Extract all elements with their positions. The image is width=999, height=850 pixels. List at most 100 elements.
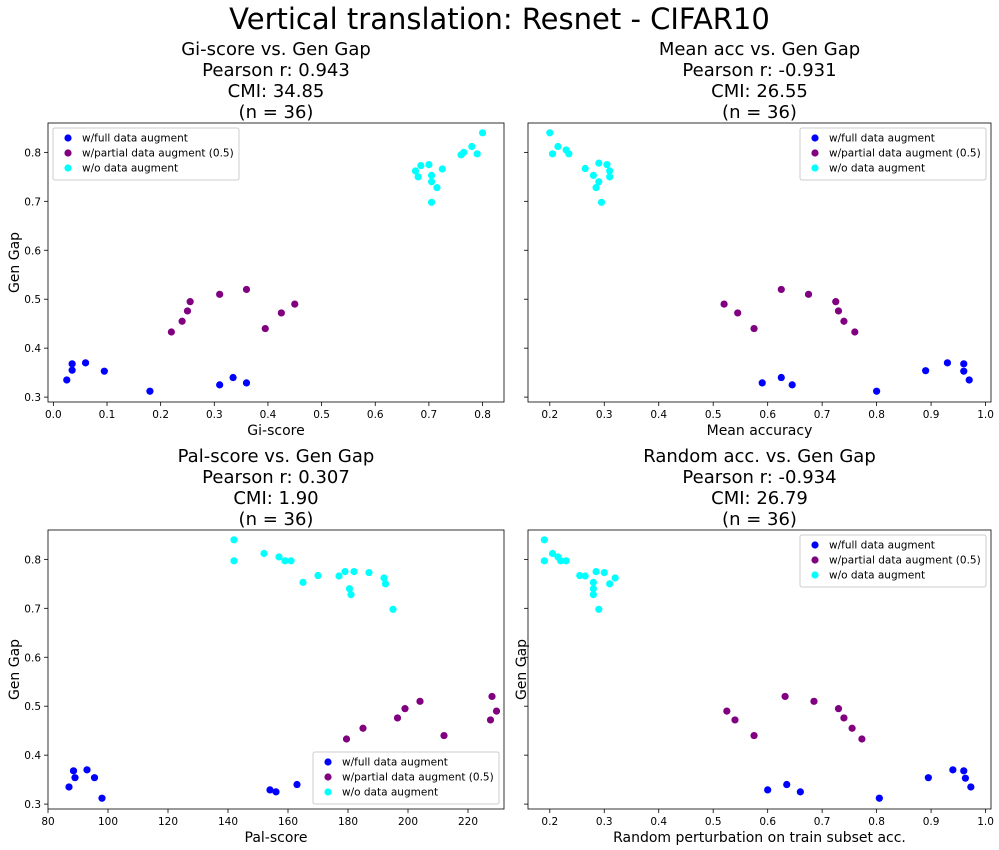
chart-2-point-series-3	[606, 167, 614, 175]
x-tick-label: 0.2	[152, 409, 169, 421]
y-tick-label: 0.5	[24, 294, 41, 306]
y-tick-label: 0.8	[24, 147, 41, 159]
y-tick-label: 0.4	[24, 343, 41, 355]
legend-label: w/o data augment	[82, 163, 178, 175]
chart-2-point-series-3	[595, 178, 603, 186]
chart-1-point-series-1	[68, 366, 76, 374]
chart-4-title-line: CMI: 26.79	[711, 488, 808, 509]
chart-4-point-series-3	[562, 557, 570, 565]
chart-1-point-series-2	[167, 328, 175, 336]
chart-1-point-series-3	[427, 198, 436, 206]
chart-3-point-series-3	[341, 568, 349, 576]
chart-4-point-series-2	[781, 692, 789, 701]
chart-3-point-series-1	[272, 788, 280, 796]
chart-4-point-series-1	[949, 766, 957, 774]
chart-4-point-series-3	[589, 591, 597, 599]
chart-1-point-series-3	[433, 184, 441, 192]
chart-4-point-series-3	[595, 605, 603, 613]
chart-2-point-series-1	[873, 387, 881, 395]
x-tick-label: 0.4	[650, 409, 667, 421]
chart-2-point-series-3	[592, 184, 600, 192]
legend-marker	[811, 556, 819, 564]
chart-1-point-series-3	[478, 129, 487, 137]
chart-1-point-series-3	[468, 142, 476, 151]
chart-3-point-series-3	[380, 574, 388, 582]
chart-4-point-series-2	[723, 707, 731, 715]
chart-4-point-series-2	[840, 714, 848, 722]
chart-3-point-series-3	[230, 536, 238, 544]
chart-3-xlabel: Pal-score	[245, 830, 308, 846]
chart-4-point-series-2	[848, 724, 856, 732]
chart-3-point-series-1	[98, 794, 106, 802]
chart-4-point-series-3	[557, 557, 565, 565]
chart-1-title-line: CMI: 34.85	[228, 81, 325, 102]
chart-4-point-series-3	[600, 568, 608, 577]
x-tick-label: 200	[398, 816, 418, 828]
chart-3-point-series-2	[440, 731, 448, 740]
x-tick-label: 0.2	[541, 409, 558, 421]
chart-1-point-series-1	[63, 376, 71, 384]
legend-label: w/o data augment	[829, 163, 925, 175]
chart-1-point-series-2	[216, 290, 224, 298]
chart-3-title-line: Pearson r: 0.307	[202, 467, 350, 488]
chart-3-point-series-3	[365, 568, 373, 577]
x-tick-label: 0.6	[759, 409, 776, 421]
chart-2-legend	[799, 127, 987, 181]
chart-3-point-series-3	[230, 557, 238, 565]
x-tick-label: 0.3	[206, 409, 223, 421]
legend-label: w/full data augment	[829, 133, 935, 145]
x-tick-label: 0.8	[868, 816, 885, 828]
chart-2-point-series-3	[597, 198, 606, 206]
chart-1-point-series-3	[414, 173, 422, 181]
legend-marker	[811, 149, 819, 157]
x-tick-label: 0.7	[814, 409, 831, 421]
chart-2-point-series-3	[603, 161, 611, 169]
chart-4-point-series-3	[540, 536, 548, 544]
chart-2-point-series-3	[589, 171, 597, 179]
chart-4-frame	[527, 529, 992, 810]
chart-2-point-series-1	[758, 379, 766, 387]
chart-2-point-series-3	[554, 142, 562, 151]
chart-4-point-series-3	[606, 580, 614, 588]
chart-2-point-series-2	[851, 328, 859, 336]
chart-1-title-line: Gi-score vs. Gen Gap	[181, 39, 371, 60]
legend-marker	[811, 571, 819, 579]
chart-1-point-series-2	[186, 298, 194, 306]
x-tick-label: 0.4	[260, 409, 277, 421]
chart-4-point-series-3	[540, 557, 548, 565]
chart-2-point-series-2	[777, 285, 785, 294]
chart-4-point-series-3	[592, 568, 600, 576]
x-tick-label: 0.7	[421, 409, 438, 421]
legend-label: w/o data augment	[342, 787, 438, 799]
chart-2-title-line: CMI: 26.55	[711, 81, 808, 102]
chart-3-point-series-1	[83, 766, 91, 774]
x-tick-label: 0.8	[868, 409, 885, 421]
legend-marker	[64, 149, 72, 157]
x-tick-label: 180	[338, 816, 358, 828]
chart-2-point-series-1	[965, 376, 973, 384]
figure-title: Vertical translation: Resnet - CIFAR10	[229, 2, 770, 36]
chart-1-point-series-3	[417, 161, 425, 170]
legend-marker	[64, 134, 72, 142]
x-tick-label: 0.0	[45, 409, 62, 421]
chart-3-title-line: CMI: 1.90	[233, 488, 318, 509]
chart-4-title-line: Random acc. vs. Gen Gap	[643, 446, 876, 467]
x-tick-label: 0.4	[650, 816, 667, 828]
chart-3-frame	[47, 529, 505, 810]
chart-1-point-series-3	[460, 148, 468, 156]
chart-1-point-series-1	[216, 381, 224, 389]
chart-2-title-line: Pearson r: -0.931	[682, 60, 836, 81]
chart-4-legend	[799, 534, 987, 588]
chart-3-point-series-3	[335, 572, 343, 580]
chart-4-point-series-3	[581, 572, 589, 580]
chart-1-title-line: (n = 36)	[239, 102, 314, 123]
chart-2-point-series-1	[943, 359, 952, 367]
y-tick-label: 0.8	[24, 554, 41, 566]
chart-1-point-series-2	[183, 307, 192, 315]
legend-label: w/full data augment	[342, 757, 448, 769]
x-tick-label: 0.3	[596, 816, 613, 828]
chart-2-frame	[527, 122, 992, 403]
legend-label: w/partial data augment (0.5)	[82, 148, 234, 160]
chart-1-point-series-2	[291, 300, 299, 308]
legend-label: w/partial data augment (0.5)	[829, 555, 981, 567]
